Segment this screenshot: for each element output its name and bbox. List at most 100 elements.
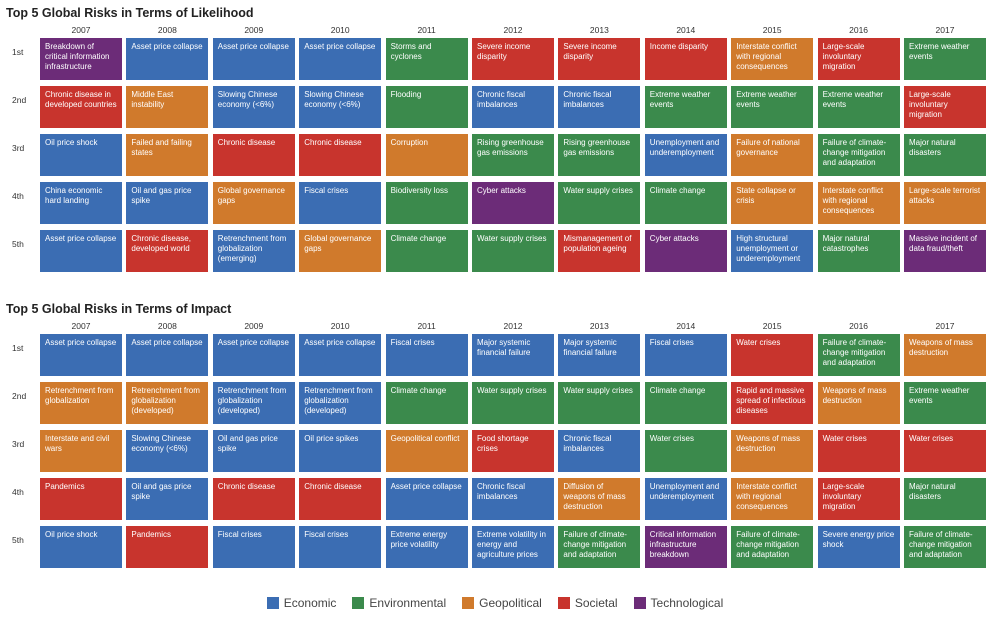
risk-cell: Asset price collapse bbox=[299, 334, 382, 376]
risk-cell: Oil price spikes bbox=[299, 430, 382, 472]
risk-cell: Water crises bbox=[817, 430, 900, 472]
risk-cell: Pandemics bbox=[40, 478, 122, 520]
risk-cell: Interstate and civil wars bbox=[40, 430, 122, 472]
risk-cell: Slowing Chinese economy (<6%) bbox=[126, 430, 209, 472]
year-label: 2014 bbox=[676, 321, 696, 331]
risk-cell: Breakdown of critical information infras… bbox=[40, 38, 122, 80]
risk-cell: Geopolitical conflict bbox=[385, 430, 468, 472]
risk-cell: Chronic fiscal imbalances bbox=[558, 430, 641, 472]
risk-cell: Chronic fiscal imbalances bbox=[558, 86, 641, 128]
risk-cell: Chronic disease bbox=[299, 134, 382, 176]
risk-cell: Failure of national governance bbox=[731, 134, 814, 176]
rank-label: 5th bbox=[12, 535, 24, 545]
risk-cell: Income disparity bbox=[644, 38, 727, 80]
risk-cell: Extreme weather events bbox=[731, 86, 814, 128]
risk-cell: Failed and failing states bbox=[126, 134, 209, 176]
risk-cell: Retrenchment from globalization (develop… bbox=[212, 382, 295, 424]
panel-title: Top 5 Global Risks in Terms of Likelihoo… bbox=[6, 6, 254, 20]
risk-cell: Failure of climate-change mitigation and… bbox=[817, 334, 900, 376]
year-label: 2011 bbox=[417, 25, 436, 35]
rank-label: 2nd bbox=[12, 95, 27, 105]
risk-cell: Fiscal crises bbox=[385, 334, 468, 376]
risk-cell: Critical information infrastructure brea… bbox=[644, 526, 727, 568]
legend-label: Economic bbox=[283, 596, 337, 610]
risk-cell: Failure of climate-change mitigation and… bbox=[904, 526, 986, 568]
risk-cell: Asset price collapse bbox=[40, 334, 122, 376]
risk-cell: Rising greenhouse gas emissions bbox=[472, 134, 554, 176]
risk-cell: Asset price collapse bbox=[212, 334, 295, 376]
risk-cell: Large-scale involuntary migration bbox=[904, 86, 986, 128]
risk-cell: Unemployment and underemployment bbox=[644, 478, 727, 520]
risk-cell: Interstate conflict with regional conseq… bbox=[731, 478, 814, 520]
legend-label: Technological bbox=[650, 596, 724, 610]
risk-cell: Chronic disease bbox=[212, 134, 295, 176]
risk-cell: Chronic fiscal imbalances bbox=[472, 478, 554, 520]
risk-cell: Oil price shock bbox=[40, 134, 122, 176]
risk-cell: Water supply crises bbox=[472, 382, 554, 424]
legend-swatch bbox=[633, 597, 646, 609]
risk-cell: Asset price collapse bbox=[385, 478, 468, 520]
year-label: 2011 bbox=[417, 321, 436, 331]
year-label: 2010 bbox=[330, 321, 350, 331]
risk-cell: Food shortage crises bbox=[472, 430, 554, 472]
risk-cell: High structural unemployment or underemp… bbox=[731, 230, 814, 272]
rank-label: 4th bbox=[12, 191, 24, 201]
risk-cell: Diffusion of weapons of mass destruction bbox=[558, 478, 641, 520]
risk-cell: Major natural disasters bbox=[904, 478, 986, 520]
legend-item-environmental: Environmental bbox=[352, 596, 446, 610]
risk-cell: Water supply crises bbox=[558, 182, 641, 224]
risk-cell: Massive incident of data fraud/theft bbox=[904, 230, 986, 272]
risk-cell: Water crises bbox=[644, 430, 727, 472]
risk-cell: State collapse or crisis bbox=[731, 182, 814, 224]
risk-cell: Oil price shock bbox=[40, 526, 122, 568]
year-label: 2009 bbox=[244, 25, 264, 35]
risk-cell: Biodiversity loss bbox=[385, 182, 468, 224]
risk-cell: Asset price collapse bbox=[126, 334, 209, 376]
risk-cell: Slowing Chinese economy (<6%) bbox=[299, 86, 382, 128]
year-label: 2017 bbox=[935, 321, 955, 331]
risk-cell: Failure of climate-change mitigation and… bbox=[558, 526, 641, 568]
legend-item-geopolitical: Geopolitical bbox=[462, 596, 542, 610]
risk-cell: Oil and gas price spike bbox=[126, 182, 209, 224]
risk-cell: Retrenchment from globalization (develop… bbox=[299, 382, 382, 424]
risk-cell: Major systemic financial failure bbox=[558, 334, 641, 376]
risk-cell: Slowing Chinese economy (<6%) bbox=[212, 86, 295, 128]
risk-cell: Weapons of mass destruction bbox=[817, 382, 900, 424]
year-label: 2013 bbox=[589, 25, 609, 35]
risk-cell: Severe income disparity bbox=[472, 38, 554, 80]
year-label: 2007 bbox=[71, 25, 91, 35]
year-label: 2013 bbox=[589, 321, 609, 331]
panel-title: Top 5 Global Risks in Terms of Impact bbox=[6, 302, 232, 316]
risk-cell: Extreme weather events bbox=[644, 86, 727, 128]
risk-cell: Chronic disease, developed world bbox=[126, 230, 209, 272]
risk-cell: Weapons of mass destruction bbox=[731, 430, 814, 472]
risk-cell: China economic hard landing bbox=[40, 182, 122, 224]
risk-cell: Oil and gas price spike bbox=[212, 430, 295, 472]
legend-swatch bbox=[352, 597, 365, 609]
risk-cell: Rising greenhouse gas emissions bbox=[558, 134, 641, 176]
legend-label: Societal bbox=[574, 596, 618, 610]
legend-swatch bbox=[557, 597, 570, 609]
risk-cell: Asset price collapse bbox=[299, 38, 382, 80]
legend-label: Geopolitical bbox=[479, 596, 542, 610]
risk-cell: Weapons of mass destruction bbox=[904, 334, 986, 376]
risk-cell: Fiscal crises bbox=[644, 334, 727, 376]
risk-cell: Oil and gas price spike bbox=[126, 478, 209, 520]
risk-cell: Chronic disease in developed countries bbox=[40, 86, 122, 128]
risk-cell: Large-scale involuntary migration bbox=[817, 478, 900, 520]
risk-cell: Water crises bbox=[904, 430, 986, 472]
rank-label: 4th bbox=[12, 487, 24, 497]
risk-cell: Climate change bbox=[644, 182, 727, 224]
risk-cell: Chronic fiscal imbalances bbox=[472, 86, 554, 128]
risk-cell: Extreme weather events bbox=[817, 86, 900, 128]
risk-cell: Asset price collapse bbox=[40, 230, 122, 272]
year-label: 2012 bbox=[503, 321, 523, 331]
risk-cell: Water supply crises bbox=[558, 382, 641, 424]
year-label: 2008 bbox=[157, 25, 177, 35]
risk-cell: Interstate conflict with regional conseq… bbox=[817, 182, 900, 224]
risk-cell: Large-scale terrorist attacks bbox=[904, 182, 986, 224]
risk-cell: Rapid and massive spread of infectious d… bbox=[731, 382, 814, 424]
year-label: 2014 bbox=[676, 25, 696, 35]
risk-cell: Global governance gaps bbox=[212, 182, 295, 224]
risk-cell: Global governance gaps bbox=[299, 230, 382, 272]
